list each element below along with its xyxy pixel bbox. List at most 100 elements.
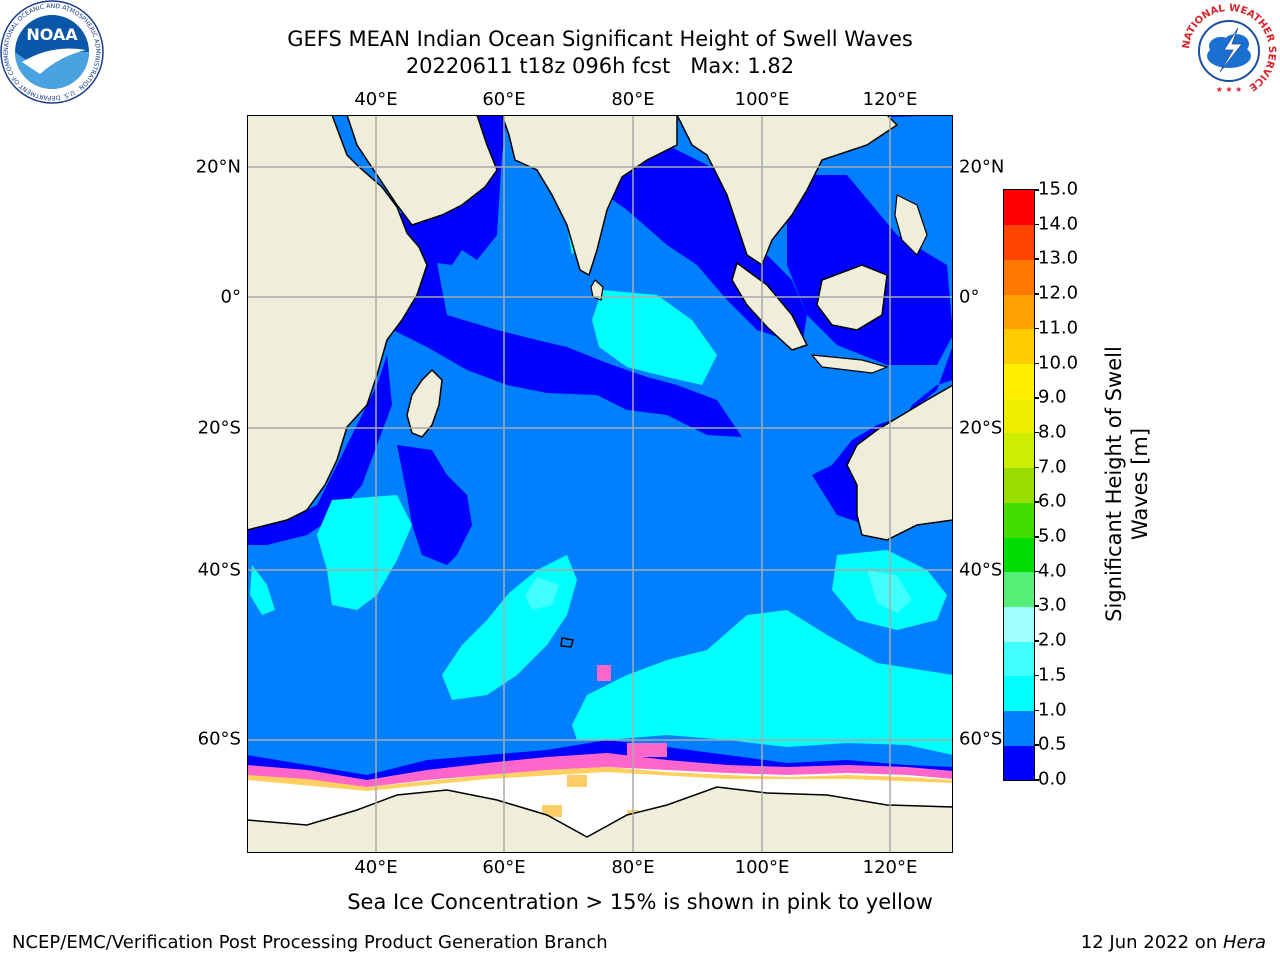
colorbar-segment xyxy=(1004,571,1034,607)
colorbar-tick-label: 1.0 xyxy=(1038,699,1067,721)
land-madagascar xyxy=(406,368,443,438)
colorbar-segment xyxy=(1004,745,1034,781)
land-java xyxy=(810,354,889,374)
noaa-logo: NATIONAL OCEANIC AND ATMOSPHERIC ADMINIS… xyxy=(0,0,104,104)
colorbar-tick-mark xyxy=(1034,640,1039,642)
lat-label-left: 40°S xyxy=(197,559,241,581)
colorbar-tick-label: 10.0 xyxy=(1038,352,1079,374)
colorbar-tick-mark xyxy=(1034,189,1039,191)
ice-edge-pink xyxy=(247,753,953,787)
lat-label-right: 20°S xyxy=(959,417,1003,439)
colorbar-tick-label: 6.0 xyxy=(1038,490,1067,512)
colorbar-segment xyxy=(1004,467,1034,503)
colorbar-tick-label: 11.0 xyxy=(1038,317,1079,339)
lat-label-right: 40°S xyxy=(959,559,1003,581)
colorbar-tick-mark xyxy=(1034,397,1039,399)
colorbar-segment xyxy=(1004,224,1034,260)
colorbar-segment xyxy=(1004,606,1034,642)
colorbar-tick-mark xyxy=(1034,431,1039,434)
colorbar-segment xyxy=(1004,710,1034,746)
colorbar-tick-label: 1.5 xyxy=(1038,664,1067,686)
footer-date: 12 Jun 2022 on Hera xyxy=(1080,932,1266,953)
colorbar-tick-mark xyxy=(1034,744,1039,746)
colorbar-segment xyxy=(1004,502,1034,538)
chart-subtitle: 20220611 t18z 096h fcst Max: 1.82 xyxy=(405,54,795,78)
colorbar-tick-mark xyxy=(1034,258,1039,260)
colorbar-tick-mark xyxy=(1034,570,1039,573)
colorbar-segment xyxy=(1004,259,1034,295)
lon-label-top: 80°E xyxy=(611,89,655,110)
lat-label-right: 20°N xyxy=(959,156,1005,178)
colorbar-tick-mark xyxy=(1034,466,1039,469)
land-se-asia xyxy=(676,115,899,267)
svg-text:★ ★ ★: ★ ★ ★ xyxy=(1216,85,1243,94)
land-australia xyxy=(846,384,953,541)
land-sumatra xyxy=(731,261,809,351)
map-panel xyxy=(247,115,953,853)
land-srilanka xyxy=(590,279,604,301)
colorbar-tick-label: 5.0 xyxy=(1038,525,1067,547)
colorbar-segment xyxy=(1004,328,1034,365)
noaa-logo-text: NOAA xyxy=(26,25,78,44)
lon-label-bottom: 80°E xyxy=(611,857,655,878)
colorbar-label: Significant Height of Swell Waves [m] xyxy=(1102,346,1152,622)
colorbar-tick-mark xyxy=(1034,501,1039,503)
land-philippines xyxy=(894,194,928,257)
nws-logo: NATIONAL WEATHER SERVICE ★ ★ ★ xyxy=(1180,2,1278,100)
ice-edge-yellow xyxy=(247,767,953,791)
lon-label-bottom: 60°E xyxy=(482,857,526,878)
colorbar-tick-label: 4.0 xyxy=(1038,560,1067,582)
lat-label-left: 0° xyxy=(220,286,241,308)
lon-label-bottom: 40°E xyxy=(354,857,398,878)
colorbar-tick-mark xyxy=(1034,709,1039,712)
colorbar-tick-mark xyxy=(1034,223,1039,226)
lat-label-left: 60°S xyxy=(197,728,241,750)
colorbar-segment xyxy=(1004,398,1034,434)
colorbar-tick-label: 9.0 xyxy=(1038,386,1067,408)
colorbar-tick-label: 7.0 xyxy=(1038,456,1067,478)
land-africa xyxy=(247,115,428,531)
land-antarctica xyxy=(247,786,953,853)
colorbar-tick-label: 3.0 xyxy=(1038,594,1067,616)
colorbar-segment xyxy=(1004,537,1034,573)
lon-label-top: 120°E xyxy=(862,89,918,110)
colorbar-tick-label: 8.0 xyxy=(1038,421,1067,443)
land-arabia xyxy=(346,115,498,226)
lat-label-right: 0° xyxy=(959,286,980,308)
colorbar-segment xyxy=(1004,675,1034,712)
lat-label-right: 60°S xyxy=(959,728,1003,750)
colorbar-tick-mark xyxy=(1034,293,1039,295)
colorbar-tick-mark xyxy=(1034,674,1039,677)
colorbar-tick-label: 2.0 xyxy=(1038,629,1067,651)
map-canvas xyxy=(247,115,953,853)
lon-label-top: 100°E xyxy=(734,89,790,110)
colorbar-tick-mark xyxy=(1034,327,1039,330)
colorbar-segment xyxy=(1004,641,1034,677)
lon-label-top: 60°E xyxy=(482,89,526,110)
footer-host: Hera xyxy=(1222,932,1266,953)
land-kerguelen xyxy=(560,637,574,648)
colorbar-tick-label: 15.0 xyxy=(1038,178,1079,200)
chart-title: GEFS MEAN Indian Ocean Significant Heigh… xyxy=(287,27,913,51)
colorbar-tick-mark xyxy=(1034,605,1039,607)
lon-label-bottom: 100°E xyxy=(734,857,790,878)
colorbar-segment xyxy=(1004,363,1034,399)
colorbar-tick-label: 13.0 xyxy=(1038,247,1079,269)
lon-label-top: 40°E xyxy=(354,89,398,110)
colorbar-tick-mark xyxy=(1034,362,1039,365)
colorbar-tick-mark xyxy=(1034,779,1039,781)
lat-label-left: 20°N xyxy=(195,156,241,178)
colorbar-tick-label: 0.5 xyxy=(1038,733,1067,755)
colorbar-tick-mark xyxy=(1034,536,1039,538)
colorbar-tick-label: 14.0 xyxy=(1038,213,1079,235)
colorbar-segment xyxy=(1004,190,1034,226)
colorbar-tick-label: 12.0 xyxy=(1038,282,1079,304)
colorbar xyxy=(1003,189,1035,781)
colorbar-segment xyxy=(1004,294,1034,330)
sea-ice-caption: Sea Ice Concentration > 15% is shown in … xyxy=(347,890,933,914)
colorbar-segment xyxy=(1004,432,1034,469)
gridlines xyxy=(247,115,953,853)
colorbar-tick-label: 0.0 xyxy=(1038,768,1067,790)
ice-patches-pink xyxy=(597,665,667,757)
lat-label-left: 20°S xyxy=(197,417,241,439)
